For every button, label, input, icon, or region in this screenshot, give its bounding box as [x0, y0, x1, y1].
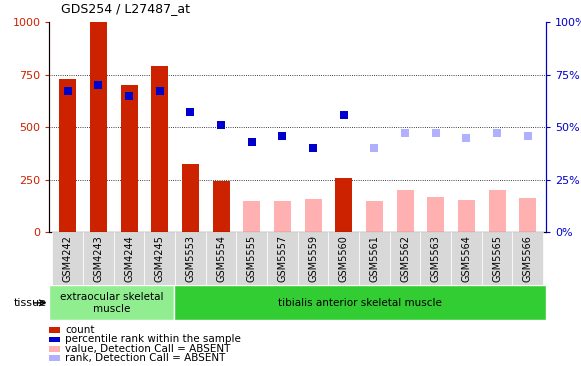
Bar — [512, 232, 543, 285]
Bar — [182, 164, 199, 232]
Bar — [397, 190, 414, 232]
Bar — [59, 79, 76, 232]
Bar — [390, 232, 421, 285]
Bar — [421, 232, 451, 285]
Bar — [213, 181, 229, 232]
Bar — [328, 232, 359, 285]
Bar — [174, 285, 546, 320]
Bar — [359, 232, 390, 285]
Text: GSM5562: GSM5562 — [400, 235, 410, 282]
Bar — [482, 232, 512, 285]
Text: GSM5565: GSM5565 — [492, 235, 502, 282]
Bar — [90, 22, 107, 232]
Bar — [489, 190, 505, 232]
Bar — [451, 232, 482, 285]
Bar — [298, 232, 328, 285]
Text: extraocular skeletal
muscle: extraocular skeletal muscle — [60, 292, 163, 314]
Text: GSM5554: GSM5554 — [216, 235, 226, 282]
Text: GSM5553: GSM5553 — [185, 235, 195, 282]
Text: GSM4244: GSM4244 — [124, 235, 134, 282]
Text: GSM5563: GSM5563 — [431, 235, 441, 282]
Bar — [267, 232, 298, 285]
Bar — [151, 66, 168, 232]
Bar — [49, 285, 174, 320]
Bar — [206, 232, 236, 285]
Text: rank, Detection Call = ABSENT: rank, Detection Call = ABSENT — [66, 353, 226, 363]
Bar — [145, 232, 175, 285]
Text: GSM5557: GSM5557 — [278, 235, 288, 282]
Text: GSM5561: GSM5561 — [370, 235, 379, 282]
Text: value, Detection Call = ABSENT: value, Detection Call = ABSENT — [66, 344, 231, 354]
Bar — [243, 201, 260, 232]
Bar — [49, 355, 60, 361]
Bar — [175, 232, 206, 285]
Text: GSM4242: GSM4242 — [63, 235, 73, 282]
Bar — [274, 201, 291, 232]
Text: GSM5566: GSM5566 — [523, 235, 533, 282]
Text: tissue: tissue — [13, 298, 46, 308]
Text: GSM5564: GSM5564 — [461, 235, 471, 282]
Bar — [519, 198, 536, 232]
Text: GSM4245: GSM4245 — [155, 235, 165, 282]
Bar — [114, 232, 145, 285]
Bar — [83, 232, 114, 285]
Bar — [236, 232, 267, 285]
Text: GSM5560: GSM5560 — [339, 235, 349, 282]
Bar — [458, 200, 475, 232]
Text: GSM5559: GSM5559 — [308, 235, 318, 282]
Bar — [304, 199, 321, 232]
Bar — [121, 85, 138, 232]
Bar — [427, 197, 444, 232]
Text: GSM5555: GSM5555 — [247, 235, 257, 282]
Text: GSM4243: GSM4243 — [94, 235, 103, 282]
Bar — [335, 178, 352, 232]
Text: count: count — [66, 325, 95, 335]
Text: percentile rank within the sample: percentile rank within the sample — [66, 335, 241, 344]
Bar — [49, 346, 60, 351]
Text: tibialis anterior skeletal muscle: tibialis anterior skeletal muscle — [278, 298, 442, 308]
Bar — [49, 327, 60, 333]
Bar — [49, 337, 60, 343]
Bar — [366, 201, 383, 232]
Bar — [52, 232, 83, 285]
Text: GDS254 / L27487_at: GDS254 / L27487_at — [61, 1, 190, 15]
